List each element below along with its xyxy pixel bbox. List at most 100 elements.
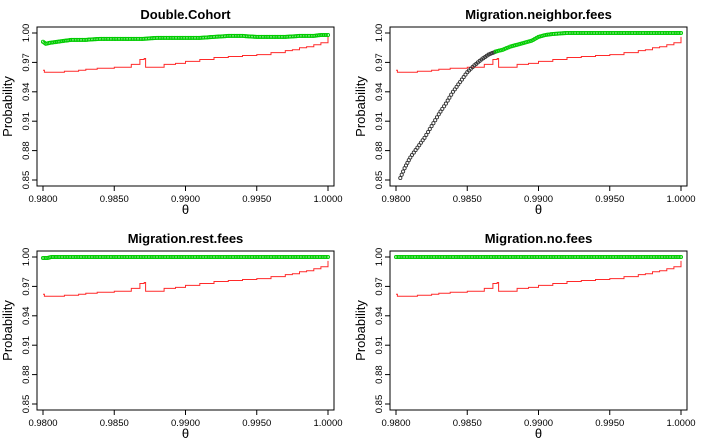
data-point xyxy=(515,42,520,47)
y-axis-label: Probability xyxy=(0,76,15,137)
y-tick-label: 0.94 xyxy=(21,83,32,102)
chart-title: Migration.rest.fees xyxy=(128,231,244,246)
data-point xyxy=(545,32,550,37)
y-tick-label: 0.91 xyxy=(21,336,32,355)
data-point xyxy=(442,104,447,109)
data-point xyxy=(538,34,543,39)
y-axis-label: Probability xyxy=(353,300,368,361)
y-axis-label: Probability xyxy=(0,300,15,361)
data-point xyxy=(56,39,62,44)
data-point xyxy=(398,175,403,181)
y-tick-label: 0.88 xyxy=(21,141,32,160)
x-tick-label: 0.9950 xyxy=(595,194,624,205)
data-point xyxy=(536,34,541,39)
y-tick-label: 1.00 xyxy=(374,24,385,43)
data-point xyxy=(313,33,318,38)
y-tick-label: 0.97 xyxy=(21,277,32,296)
data-point xyxy=(507,44,513,49)
data-point xyxy=(525,39,530,44)
data-point xyxy=(424,132,429,137)
y-axis-label: Probability xyxy=(353,76,368,137)
data-point xyxy=(399,172,404,177)
data-point xyxy=(495,49,500,54)
x-tick-label: 1.0000 xyxy=(313,418,342,429)
data-point xyxy=(516,42,521,47)
x-tick-label: 0.9900 xyxy=(524,194,553,205)
data-point xyxy=(49,40,54,45)
y-tick-label: 0.97 xyxy=(374,53,385,72)
y-tick-label: 0.85 xyxy=(21,171,32,190)
y-tick-label: 0.88 xyxy=(374,141,385,160)
x-tick-label: 1.0000 xyxy=(313,194,342,205)
y-tick-label: 1.00 xyxy=(21,248,32,267)
data-point xyxy=(324,32,329,38)
y-tick-label: 0.88 xyxy=(374,365,385,384)
data-point xyxy=(440,106,445,111)
y-tick-label: 0.91 xyxy=(374,336,385,355)
data-point xyxy=(324,254,329,260)
x-tick-label: 1.0000 xyxy=(666,418,695,429)
x-tick-label: 0.9800 xyxy=(381,194,410,205)
x-axis-label: θ xyxy=(182,202,189,217)
y-tick-label: 0.88 xyxy=(21,365,32,384)
series-line xyxy=(396,260,682,297)
y-tick-label: 0.91 xyxy=(374,112,385,131)
y-tick-label: 0.85 xyxy=(21,395,32,414)
x-tick-label: 0.9950 xyxy=(595,418,624,429)
y-tick-label: 0.94 xyxy=(21,307,32,326)
data-point xyxy=(447,95,452,100)
data-point xyxy=(433,118,438,123)
data-point xyxy=(325,32,331,38)
series-points xyxy=(40,32,331,46)
x-tick-label: 0.9950 xyxy=(242,194,271,205)
x-tick-label: 1.0000 xyxy=(666,194,695,205)
data-point xyxy=(427,126,432,132)
y-tick-label: 1.00 xyxy=(21,24,32,43)
data-point xyxy=(677,30,682,36)
y-tick-label: 0.85 xyxy=(374,171,385,190)
x-tick-label: 0.9900 xyxy=(171,418,200,429)
data-point xyxy=(449,92,454,97)
data-point xyxy=(518,41,523,46)
x-axis-label: θ xyxy=(535,202,542,217)
data-point xyxy=(48,40,53,45)
data-point xyxy=(523,40,529,45)
chart-panel-migration-neighbor-fees: Migration.neighbor.fees θ Probability 0.… xyxy=(353,7,696,217)
y-tick-label: 0.94 xyxy=(374,83,385,102)
data-point xyxy=(422,135,427,140)
chart-title: Migration.neighbor.fees xyxy=(465,7,612,22)
y-tick-label: 0.97 xyxy=(21,53,32,72)
x-tick-label: 0.9800 xyxy=(28,194,57,205)
series-line xyxy=(43,36,329,73)
x-tick-label: 0.9900 xyxy=(524,418,553,429)
data-point xyxy=(678,254,684,260)
data-point xyxy=(443,101,448,106)
y-tick-label: 0.91 xyxy=(21,112,32,131)
x-axis-label: θ xyxy=(182,426,189,441)
data-point xyxy=(429,124,434,129)
y-tick-label: 0.94 xyxy=(374,307,385,326)
y-tick-label: 1.00 xyxy=(374,248,385,267)
data-point xyxy=(543,32,548,38)
data-point xyxy=(445,98,450,103)
x-tick-label: 0.9800 xyxy=(28,418,57,429)
x-tick-label: 0.9850 xyxy=(100,418,129,429)
series-points xyxy=(393,254,684,260)
series-points xyxy=(493,30,684,54)
data-point xyxy=(678,30,684,36)
data-point xyxy=(65,38,70,43)
data-point xyxy=(513,43,518,48)
data-point xyxy=(401,169,406,174)
chart-panel-migration-no-fees: Migration.no.fees θ Probability 0.9800 0.… xyxy=(353,231,696,441)
data-point xyxy=(677,254,682,260)
x-tick-label: 0.9950 xyxy=(242,418,271,429)
data-point xyxy=(325,254,331,260)
data-point xyxy=(431,121,436,126)
data-point xyxy=(51,40,56,45)
data-point xyxy=(547,32,552,37)
x-axis-label: θ xyxy=(535,426,542,441)
chart-title: Migration.no.fees xyxy=(485,231,593,246)
data-point xyxy=(438,109,443,114)
data-point xyxy=(60,39,65,44)
